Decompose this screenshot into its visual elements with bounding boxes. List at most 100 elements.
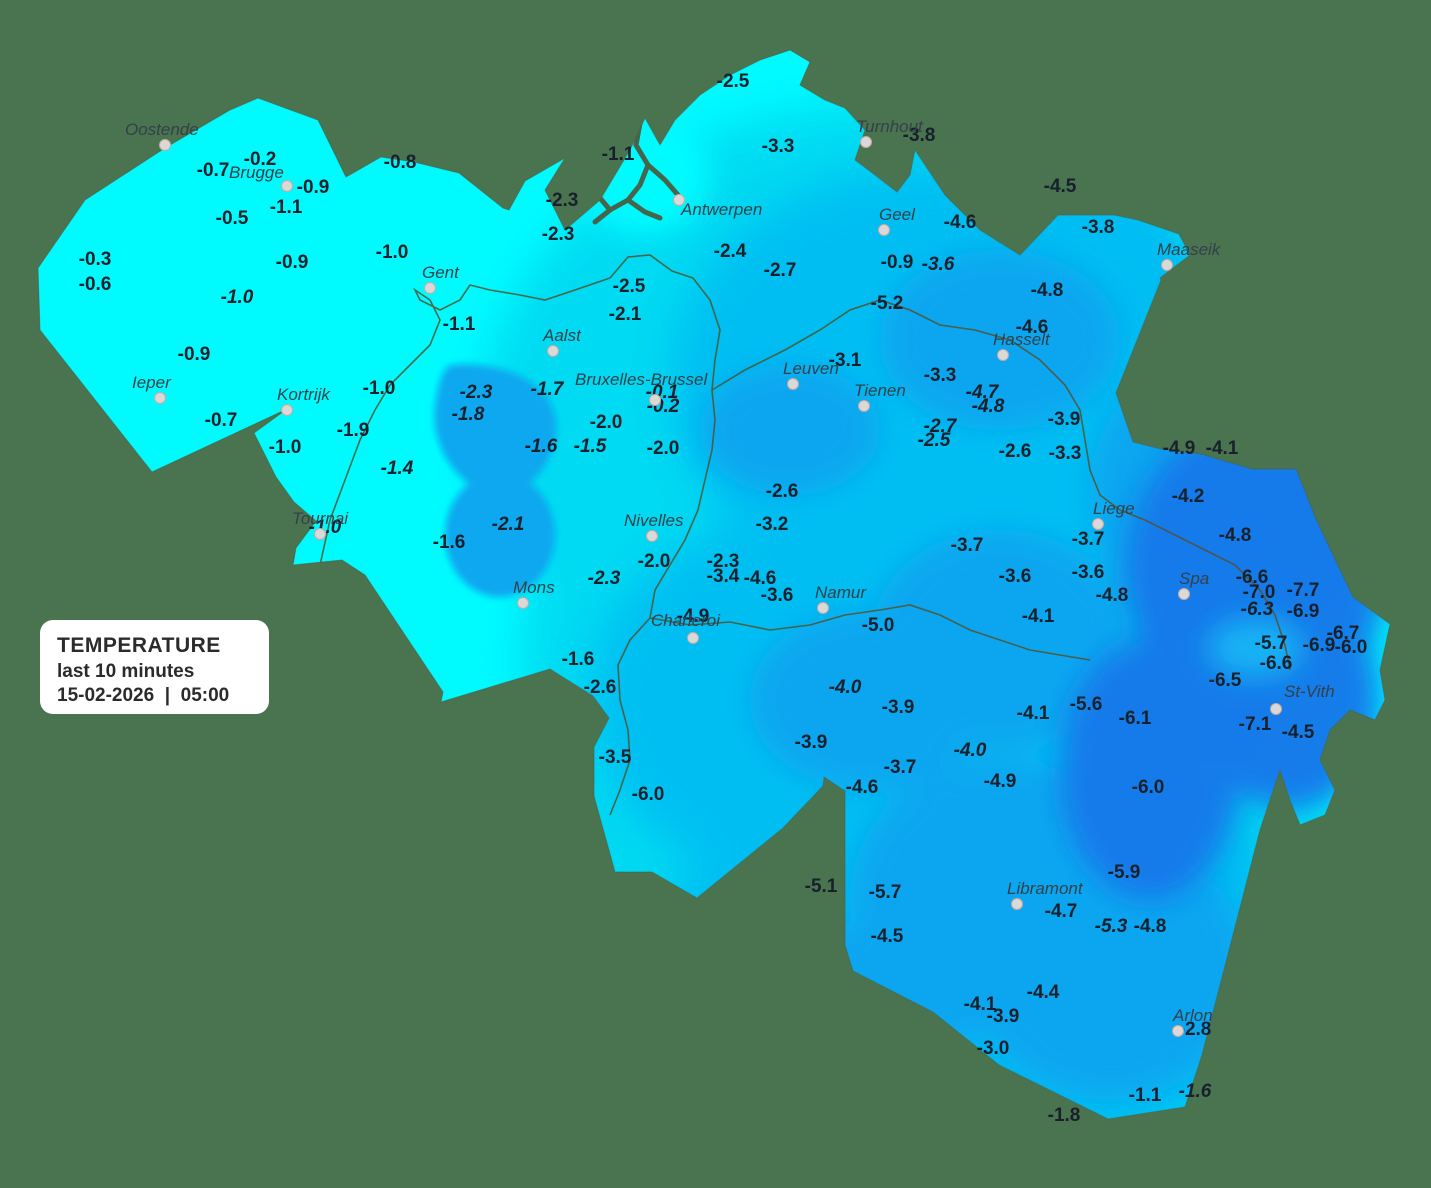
svg-text:-0.9: -0.9 bbox=[297, 177, 330, 198]
svg-text:-4.4: -4.4 bbox=[1027, 982, 1060, 1003]
svg-text:Libramont: Libramont bbox=[1007, 879, 1084, 898]
svg-text:-3.7: -3.7 bbox=[884, 757, 917, 778]
svg-text:-3.9: -3.9 bbox=[795, 732, 828, 753]
svg-text:Leuven: Leuven bbox=[783, 359, 839, 378]
svg-text:-1.0: -1.0 bbox=[376, 242, 409, 263]
svg-text:Hasselt: Hasselt bbox=[993, 330, 1051, 349]
svg-text:Tienen: Tienen bbox=[854, 381, 906, 400]
svg-text:-1.1: -1.1 bbox=[270, 197, 303, 218]
svg-text:-4.8: -4.8 bbox=[1219, 525, 1252, 546]
svg-text:-3.9: -3.9 bbox=[987, 1006, 1020, 1027]
svg-text:-7.1: -7.1 bbox=[1239, 714, 1272, 735]
svg-text:-0.9: -0.9 bbox=[178, 344, 211, 365]
svg-text:-1.6: -1.6 bbox=[562, 649, 595, 670]
svg-text:St-Vith: St-Vith bbox=[1284, 682, 1335, 701]
svg-text:-5.7: -5.7 bbox=[869, 882, 902, 903]
svg-text:-2.3: -2.3 bbox=[546, 190, 579, 211]
svg-text:Tournai: Tournai bbox=[292, 509, 349, 528]
svg-text:-5.6: -5.6 bbox=[1070, 694, 1103, 715]
svg-text:-2.5: -2.5 bbox=[918, 430, 951, 451]
svg-text:-0.9: -0.9 bbox=[881, 252, 914, 273]
svg-text:-6.9: -6.9 bbox=[1287, 601, 1320, 622]
svg-text:Turnhout: Turnhout bbox=[856, 117, 924, 136]
svg-text:-0.6: -0.6 bbox=[79, 274, 112, 295]
svg-text:-3.2: -3.2 bbox=[756, 514, 789, 535]
svg-text:-2.6: -2.6 bbox=[999, 441, 1032, 462]
svg-text:-1.6: -1.6 bbox=[1179, 1081, 1212, 1102]
svg-text:-1.4: -1.4 bbox=[381, 458, 414, 479]
svg-text:-5.1: -5.1 bbox=[805, 876, 838, 897]
svg-text:Mons: Mons bbox=[513, 578, 555, 597]
svg-text:-1.8: -1.8 bbox=[452, 404, 485, 425]
svg-text:-3.6: -3.6 bbox=[999, 566, 1032, 587]
svg-text:Charleroi: Charleroi bbox=[651, 611, 721, 630]
svg-text:-5.2: -5.2 bbox=[871, 293, 904, 314]
svg-text:-1.0: -1.0 bbox=[221, 287, 254, 308]
svg-text:-1.1: -1.1 bbox=[1129, 1085, 1162, 1106]
svg-text:-0.5: -0.5 bbox=[216, 208, 249, 229]
svg-text:-0.7: -0.7 bbox=[197, 160, 230, 181]
svg-text:Gent: Gent bbox=[422, 263, 460, 282]
svg-text:Brugge: Brugge bbox=[229, 163, 284, 182]
svg-text:-4.1: -4.1 bbox=[1017, 703, 1050, 724]
svg-text:-2.1: -2.1 bbox=[492, 514, 525, 535]
svg-text:Bruxelles-Brussel: Bruxelles-Brussel bbox=[575, 370, 708, 389]
svg-text:-6.0: -6.0 bbox=[1132, 777, 1165, 798]
svg-text:-2.6: -2.6 bbox=[584, 677, 617, 698]
svg-text:Aalst: Aalst bbox=[542, 326, 582, 345]
svg-text:last 10 minutes: last 10 minutes bbox=[57, 661, 194, 682]
svg-text:-3.3: -3.3 bbox=[924, 365, 957, 386]
svg-text:-4.7: -4.7 bbox=[1045, 901, 1078, 922]
svg-text:-6.1: -6.1 bbox=[1119, 708, 1152, 729]
svg-text:-1.1: -1.1 bbox=[443, 314, 476, 335]
svg-text:-6.3: -6.3 bbox=[1241, 599, 1274, 620]
svg-text:15-02-2026 | 05:00: 15-02-2026 | 05:00 bbox=[57, 685, 229, 706]
svg-text:-3.5: -3.5 bbox=[599, 747, 632, 768]
svg-text:-2.6: -2.6 bbox=[766, 481, 799, 502]
svg-text:-5.3: -5.3 bbox=[1095, 916, 1128, 937]
svg-text:Antwerpen: Antwerpen bbox=[680, 200, 762, 219]
svg-text:-3.8: -3.8 bbox=[1082, 217, 1115, 238]
svg-text:-2.7: -2.7 bbox=[764, 260, 797, 281]
svg-text:-3.6: -3.6 bbox=[1072, 562, 1105, 583]
svg-text:-4.5: -4.5 bbox=[1044, 176, 1077, 197]
svg-text:-2.3: -2.3 bbox=[588, 568, 621, 589]
svg-text:-1.6: -1.6 bbox=[525, 436, 558, 457]
svg-text:-6.9: -6.9 bbox=[1303, 635, 1336, 656]
svg-text:-6.0: -6.0 bbox=[1335, 637, 1368, 658]
svg-text:Geel: Geel bbox=[879, 205, 916, 224]
svg-text:Arlon: Arlon bbox=[1172, 1006, 1213, 1025]
svg-text:-0.9: -0.9 bbox=[276, 252, 309, 273]
svg-text:-4.5: -4.5 bbox=[871, 926, 904, 947]
svg-text:-2.0: -2.0 bbox=[638, 551, 671, 572]
svg-text:-3.9: -3.9 bbox=[1048, 409, 1081, 430]
svg-text:-2.0: -2.0 bbox=[647, 438, 680, 459]
svg-text:-2.5: -2.5 bbox=[613, 276, 646, 297]
svg-text:-4.9: -4.9 bbox=[984, 771, 1017, 792]
svg-text:-1.5: -1.5 bbox=[574, 436, 607, 457]
svg-text:Liege: Liege bbox=[1093, 499, 1135, 518]
svg-text:-2.3: -2.3 bbox=[460, 382, 493, 403]
svg-text:-5.9: -5.9 bbox=[1108, 862, 1141, 883]
svg-text:-0.8: -0.8 bbox=[384, 152, 417, 173]
svg-text:-1.9: -1.9 bbox=[337, 420, 370, 441]
svg-text:-2.3: -2.3 bbox=[542, 224, 575, 245]
svg-text:-4.2: -4.2 bbox=[1172, 486, 1205, 507]
svg-text:-7.7: -7.7 bbox=[1287, 580, 1320, 601]
svg-text:-5.0: -5.0 bbox=[862, 615, 895, 636]
svg-text:-3.6: -3.6 bbox=[922, 254, 955, 275]
svg-text:-4.0: -4.0 bbox=[829, 677, 862, 698]
svg-text:-1.0: -1.0 bbox=[269, 437, 302, 458]
svg-text:-4.0: -4.0 bbox=[954, 740, 987, 761]
svg-text:-0.7: -0.7 bbox=[205, 410, 238, 431]
svg-text:Kortrijk: Kortrijk bbox=[277, 385, 331, 404]
svg-text:-6.5: -6.5 bbox=[1209, 670, 1242, 691]
svg-text:Spa: Spa bbox=[1179, 569, 1209, 588]
svg-text:-3.7: -3.7 bbox=[951, 535, 984, 556]
svg-text:-6.0: -6.0 bbox=[632, 784, 665, 805]
svg-text:-4.9: -4.9 bbox=[1163, 438, 1196, 459]
svg-text:-1.6: -1.6 bbox=[433, 532, 466, 553]
svg-text:-4.6: -4.6 bbox=[846, 777, 879, 798]
svg-text:-4.1: -4.1 bbox=[1206, 438, 1239, 459]
svg-text:Ieper: Ieper bbox=[132, 373, 172, 392]
